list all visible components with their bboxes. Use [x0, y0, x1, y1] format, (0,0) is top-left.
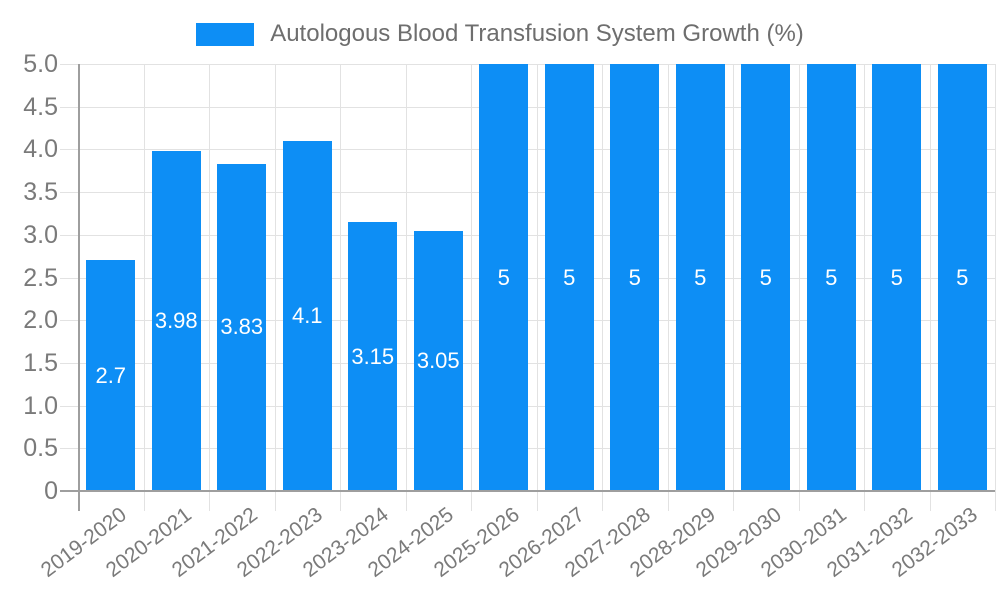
bar-value-label: 5 [956, 264, 969, 290]
v-gridline [995, 64, 996, 511]
bar-value-label: 5 [890, 264, 903, 290]
x-axis-labels: 2019-2020 2020-2021 2021-2022 2022-2023 2023… [37, 503, 995, 598]
v-gridline [667, 64, 669, 511]
v-gridline [340, 64, 341, 511]
v-gridline [143, 64, 145, 511]
v-gridline [471, 64, 472, 511]
bar: 5 [872, 64, 922, 491]
x-axis-line [60, 490, 995, 492]
bar-value-label: 2.7 [95, 362, 127, 388]
bar: 5 [937, 64, 987, 491]
bar-value-label: 3.83 [220, 314, 264, 340]
bar-value-label: 5 [759, 264, 772, 290]
bar-value-label: 5 [563, 264, 576, 290]
bar: 5 [675, 64, 725, 491]
v-gridline [929, 64, 931, 511]
y-tick-label: 0.5 [23, 434, 58, 463]
y-axis-line [78, 64, 80, 511]
bar: 5 [610, 64, 660, 491]
bar: 3.98 [151, 151, 201, 491]
y-tick-label: 3.0 [23, 220, 58, 249]
y-tick-label: 3.5 [23, 178, 58, 207]
bar: 3.15 [348, 222, 398, 491]
y-tick-label: 5.0 [23, 50, 58, 78]
y-tick-label: 1.5 [23, 348, 58, 377]
plot-area: 2.7 3.98 3.83 4.1 3.15 3.05 5 5 5 5 5 5 5 5 [60, 64, 996, 511]
bar: 5 [741, 64, 791, 491]
bar-value-label: 3.05 [416, 347, 460, 373]
bar: 3.05 [413, 230, 463, 491]
v-gridline [274, 64, 276, 511]
bar-value-label: 5 [628, 264, 641, 290]
bar: 5 [806, 64, 856, 491]
legend-item[interactable]: Autologous Blood Transfusion System Grow… [0, 20, 1000, 48]
y-tick-label: 2.5 [23, 263, 58, 292]
bar-value-label: 5 [825, 264, 838, 290]
bar: 5 [544, 64, 594, 491]
bar-value-label: 3.98 [154, 308, 198, 334]
bar-value-label: 5 [497, 264, 510, 290]
v-gridline [864, 64, 865, 511]
y-tick-label: 0 [44, 477, 58, 505]
v-gridline [405, 64, 407, 511]
y-tick-label: 4.5 [23, 92, 58, 121]
bar-value-label: 5 [694, 264, 707, 290]
legend-label: Autologous Blood Transfusion System Grow… [270, 20, 804, 47]
bar: 2.7 [86, 260, 136, 491]
y-tick-label: 1.0 [23, 391, 58, 420]
legend-swatch [196, 22, 255, 46]
v-gridline [536, 64, 538, 511]
bar-value-label: 3.15 [351, 343, 395, 369]
y-axis-labels: 5.0 4.5 4.0 3.5 3.0 2.5 2.0 1.5 1.0 0.5 0 [0, 50, 58, 505]
v-gridline [209, 64, 210, 511]
bar: 5 [479, 64, 529, 491]
v-gridline [602, 64, 603, 511]
bar: 3.83 [217, 163, 267, 491]
y-tick-label: 2.0 [23, 306, 58, 335]
bar-value-label: 4.1 [291, 302, 323, 328]
y-tick-label: 4.0 [23, 135, 58, 164]
v-gridline [733, 64, 734, 511]
bar: 4.1 [282, 140, 332, 491]
v-gridline [798, 64, 800, 511]
